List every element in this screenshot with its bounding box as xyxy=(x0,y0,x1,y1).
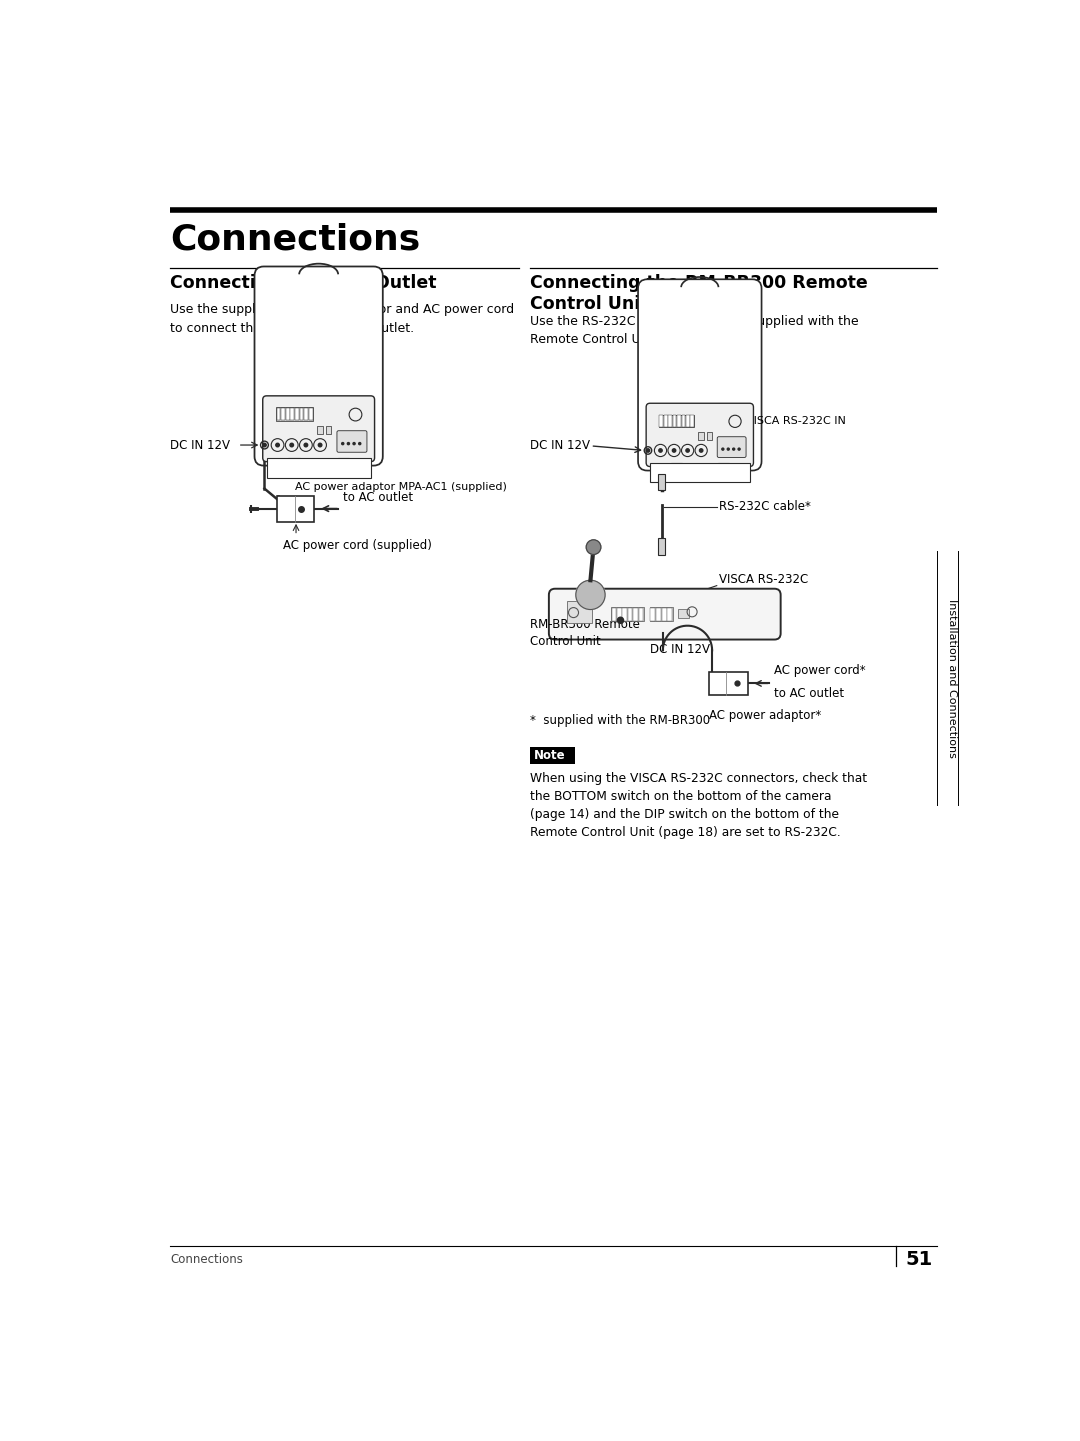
Bar xyxy=(650,463,750,481)
Bar xyxy=(276,408,281,421)
Bar xyxy=(686,415,690,427)
Text: AC power adaptor*: AC power adaptor* xyxy=(710,709,821,722)
Bar xyxy=(295,408,299,421)
Bar xyxy=(276,408,313,421)
Bar xyxy=(281,408,285,421)
Bar xyxy=(664,415,667,427)
Circle shape xyxy=(673,448,676,452)
Circle shape xyxy=(319,444,322,447)
Text: RM-BR300 Remote
Control Unit: RM-BR300 Remote Control Unit xyxy=(530,618,640,648)
Bar xyxy=(611,607,644,621)
Bar xyxy=(673,415,676,427)
Bar xyxy=(706,432,712,441)
Text: VISCA RS-232C IN: VISCA RS-232C IN xyxy=(746,416,846,427)
Circle shape xyxy=(721,448,724,450)
Bar xyxy=(650,608,656,621)
Bar xyxy=(286,408,289,421)
Bar xyxy=(267,458,370,477)
Circle shape xyxy=(727,448,729,450)
Circle shape xyxy=(341,442,343,445)
FancyBboxPatch shape xyxy=(717,437,746,457)
FancyBboxPatch shape xyxy=(262,396,375,461)
Bar xyxy=(627,608,633,621)
Bar xyxy=(276,496,313,522)
Circle shape xyxy=(646,448,650,452)
Bar xyxy=(671,463,681,471)
Text: When using the VISCA RS-232C connectors, check that
the BOTTOM switch on the bot: When using the VISCA RS-232C connectors,… xyxy=(530,772,867,839)
Bar xyxy=(318,427,323,434)
Text: DC IN 12V: DC IN 12V xyxy=(530,440,591,452)
Bar xyxy=(567,601,592,623)
FancyBboxPatch shape xyxy=(646,403,754,467)
FancyBboxPatch shape xyxy=(549,589,781,640)
Circle shape xyxy=(659,448,662,452)
Text: DC IN 12V: DC IN 12V xyxy=(170,438,230,451)
Bar xyxy=(650,607,673,621)
Bar xyxy=(305,408,308,421)
Circle shape xyxy=(353,442,355,445)
Bar xyxy=(656,608,661,621)
Circle shape xyxy=(576,581,605,610)
Text: Connections: Connections xyxy=(170,223,420,256)
Text: AC power cord (supplied): AC power cord (supplied) xyxy=(283,539,432,552)
Circle shape xyxy=(618,617,623,624)
FancyBboxPatch shape xyxy=(638,280,761,471)
Text: Installation and Connections: Installation and Connections xyxy=(947,598,957,758)
FancyBboxPatch shape xyxy=(255,267,382,465)
Bar xyxy=(660,415,663,427)
Text: RS-232C cable*: RS-232C cable* xyxy=(719,500,811,513)
Bar xyxy=(678,608,689,618)
Bar xyxy=(681,415,685,427)
Bar xyxy=(288,458,299,467)
Text: Use the RS-232C connecting cable supplied with the
Remote Control Unit.: Use the RS-232C connecting cable supplie… xyxy=(530,314,859,346)
Text: Connections: Connections xyxy=(170,1252,243,1265)
Bar xyxy=(690,415,694,427)
Bar xyxy=(669,415,672,427)
Text: AC power adaptor MPA-AC1 (supplied): AC power adaptor MPA-AC1 (supplied) xyxy=(295,481,508,491)
Bar xyxy=(659,537,665,555)
Text: to AC outlet: to AC outlet xyxy=(774,687,845,700)
Circle shape xyxy=(700,448,703,452)
Circle shape xyxy=(732,448,734,450)
Text: AC power cord*: AC power cord* xyxy=(774,664,866,677)
Bar xyxy=(699,432,704,441)
Bar xyxy=(338,458,349,467)
Circle shape xyxy=(289,444,294,447)
Bar xyxy=(622,608,627,621)
Circle shape xyxy=(686,448,689,452)
Bar xyxy=(662,608,666,621)
Text: *  supplied with the RM-BR300: * supplied with the RM-BR300 xyxy=(530,715,711,728)
Circle shape xyxy=(262,444,267,447)
Bar xyxy=(633,608,638,621)
Bar xyxy=(326,427,332,434)
Bar xyxy=(718,463,729,471)
Text: to AC outlet: to AC outlet xyxy=(343,491,414,504)
Bar xyxy=(611,608,617,621)
Circle shape xyxy=(586,540,600,555)
Text: Use the supplied AC power adaptor and AC power cord
to connect the camera to an : Use the supplied AC power adaptor and AC… xyxy=(170,303,514,334)
Text: Note: Note xyxy=(535,749,566,762)
Bar xyxy=(309,408,312,421)
Text: 51: 51 xyxy=(906,1249,933,1270)
Text: DC IN 12V: DC IN 12V xyxy=(650,643,710,657)
Bar xyxy=(291,408,294,421)
Bar xyxy=(677,415,680,427)
Circle shape xyxy=(305,444,308,447)
Bar xyxy=(659,415,694,428)
Text: VISCA RS-232C: VISCA RS-232C xyxy=(719,572,808,585)
Bar xyxy=(638,608,644,621)
FancyBboxPatch shape xyxy=(337,431,367,452)
Circle shape xyxy=(348,442,350,445)
Bar xyxy=(710,672,747,695)
Bar xyxy=(299,408,303,421)
Bar xyxy=(617,608,622,621)
Circle shape xyxy=(359,442,361,445)
Circle shape xyxy=(738,448,740,450)
Circle shape xyxy=(275,444,280,447)
Bar xyxy=(659,474,665,490)
Bar xyxy=(530,748,575,764)
Bar xyxy=(667,608,673,621)
Text: Connecting to an AC Outlet: Connecting to an AC Outlet xyxy=(170,274,436,291)
Text: Connecting the RM-BR300 Remote
Control Unit: Connecting the RM-BR300 Remote Control U… xyxy=(530,274,868,313)
